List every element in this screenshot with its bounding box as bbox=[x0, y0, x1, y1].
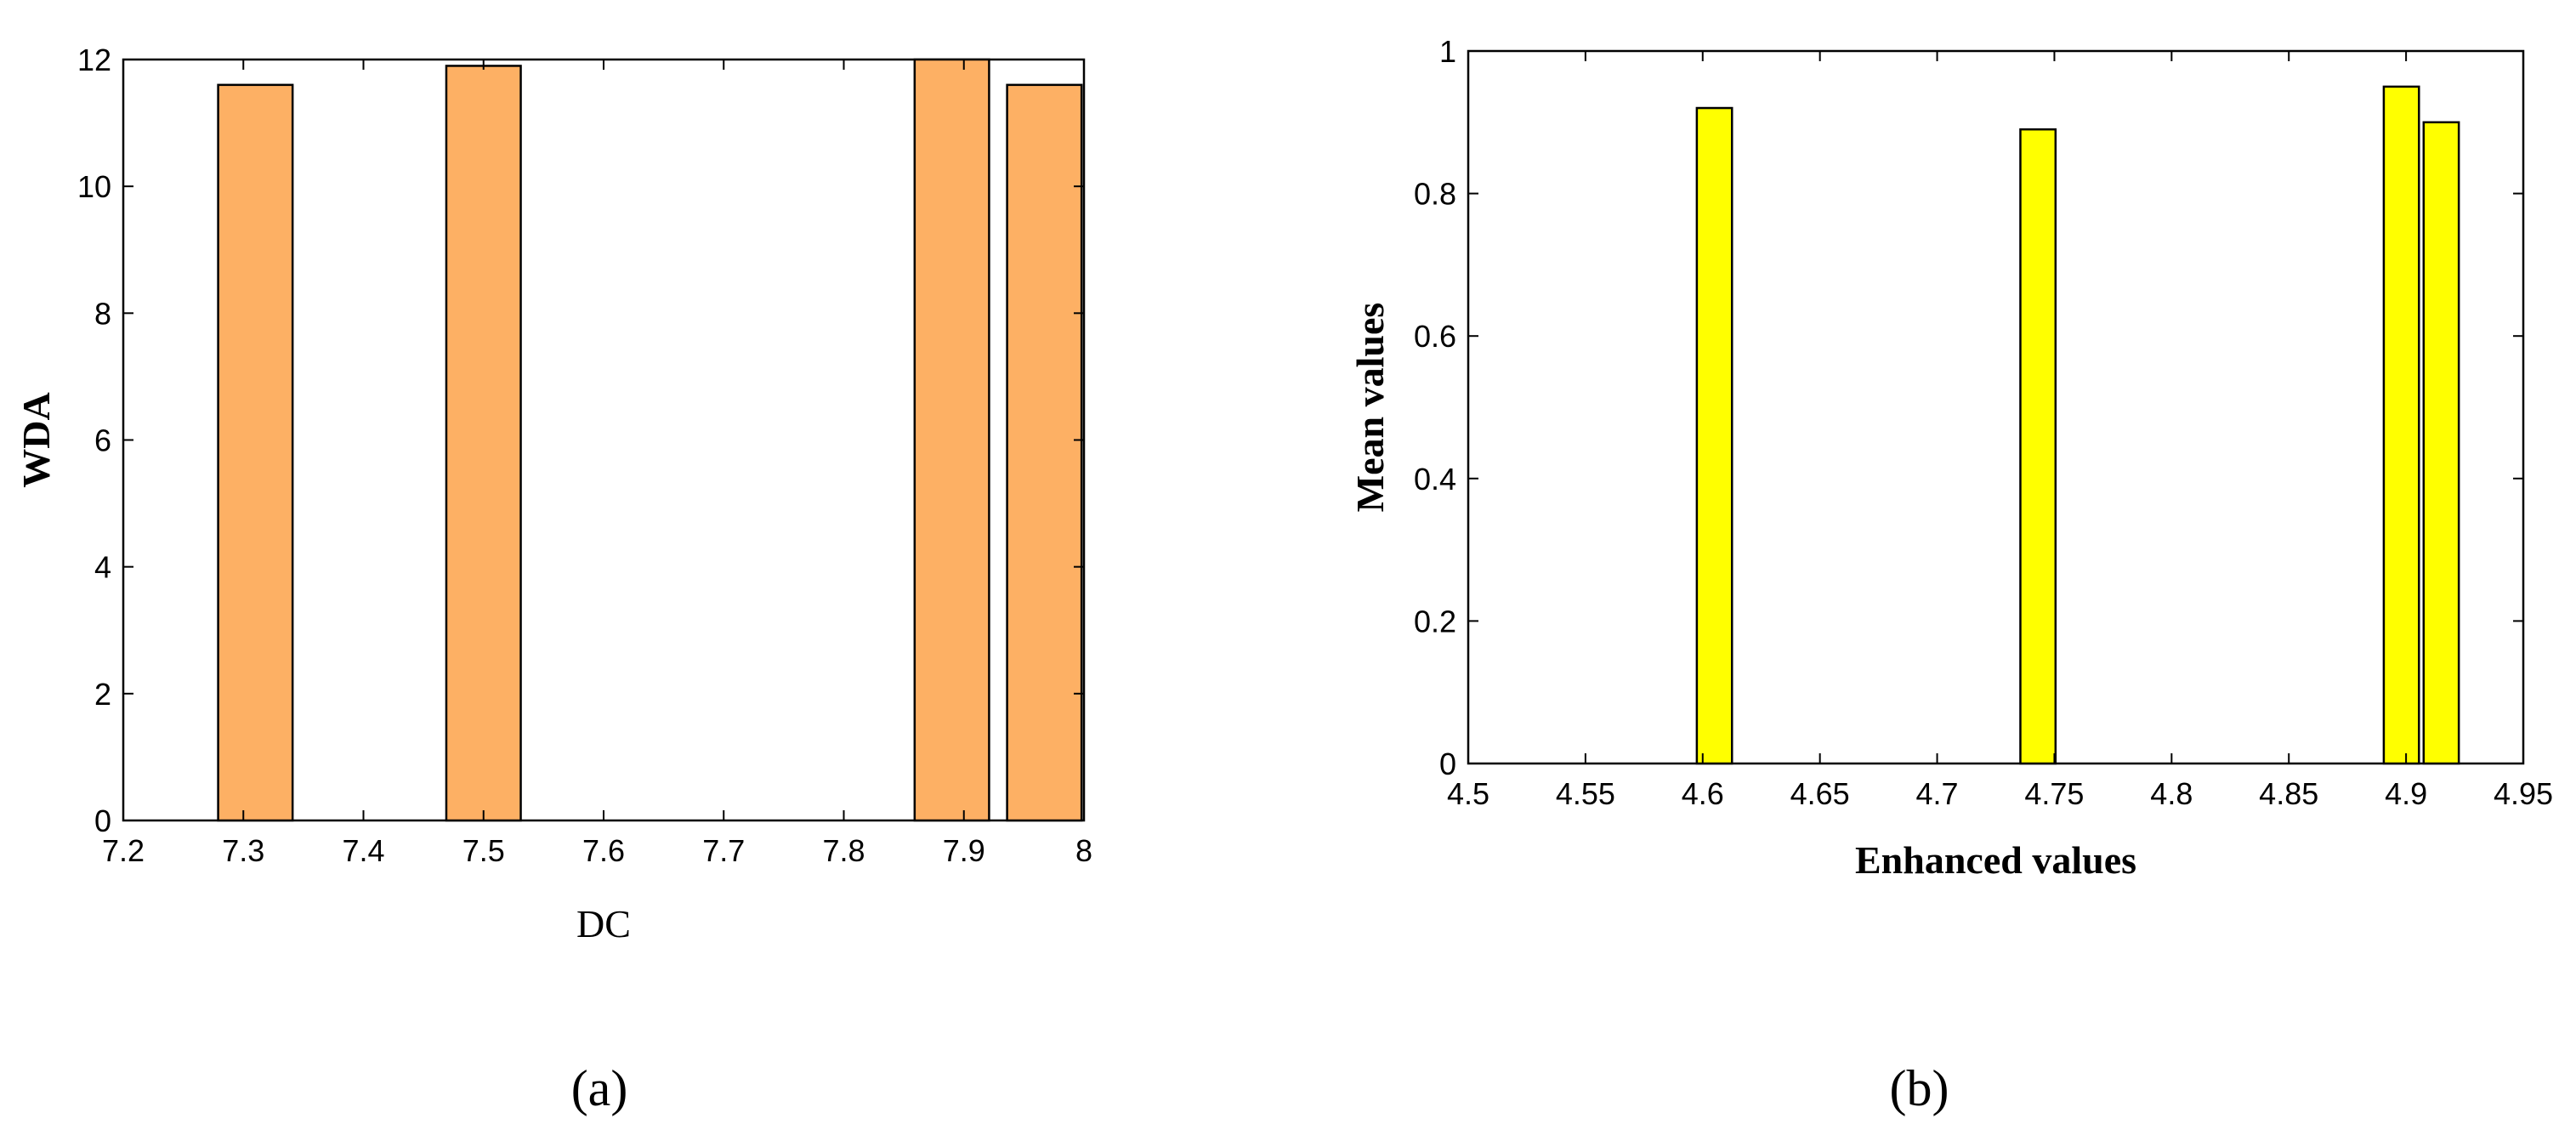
y-tick-label: 0.2 bbox=[1414, 604, 1456, 639]
x-tick-label: 7.4 bbox=[342, 833, 384, 868]
bar bbox=[445, 65, 522, 822]
y-tick-label: 0 bbox=[1439, 746, 1456, 781]
x-tick-label: 4.95 bbox=[2494, 776, 2553, 811]
y-tick-label: 0 bbox=[94, 803, 111, 838]
x-tick-label: 7.6 bbox=[582, 833, 625, 868]
bar bbox=[1695, 106, 1733, 765]
x-tick-label: 8 bbox=[1075, 833, 1092, 868]
y-tick-label: 6 bbox=[94, 423, 111, 458]
x-tick-label: 4.65 bbox=[1790, 776, 1850, 811]
x-axis-title: Enhanced values bbox=[1855, 838, 2136, 882]
panel-label: (a) bbox=[571, 1060, 628, 1116]
y-tick-label: 1 bbox=[1439, 34, 1456, 69]
x-tick-label: 4.85 bbox=[2259, 776, 2318, 811]
x-tick-label: 7.9 bbox=[943, 833, 985, 868]
x-tick-label: 7.8 bbox=[822, 833, 865, 868]
x-tick-label: 4.6 bbox=[1682, 776, 1724, 811]
y-tick-label: 2 bbox=[94, 677, 111, 712]
y-tick-label: 8 bbox=[94, 296, 111, 331]
bar bbox=[2422, 121, 2460, 765]
x-tick-label: 7.7 bbox=[702, 833, 745, 868]
y-axis-title: WDA bbox=[14, 392, 58, 487]
y-axis-title: Mean values bbox=[1348, 303, 1392, 513]
y-tick-label: 0.6 bbox=[1414, 319, 1456, 354]
bar bbox=[913, 58, 990, 822]
x-tick-label: 7.2 bbox=[102, 833, 145, 868]
x-tick-label: 7.5 bbox=[462, 833, 505, 868]
y-tick-label: 12 bbox=[77, 43, 111, 77]
bar bbox=[217, 83, 294, 822]
x-tick-label: 4.7 bbox=[1916, 776, 1959, 811]
bar bbox=[2382, 85, 2420, 765]
x-tick-label: 4.75 bbox=[2024, 776, 2084, 811]
y-tick-label: 0.8 bbox=[1414, 177, 1456, 212]
y-tick-label: 0.4 bbox=[1414, 462, 1456, 497]
plot-area bbox=[1467, 49, 2525, 765]
panel-label: (b) bbox=[1890, 1060, 1949, 1116]
y-tick-label: 4 bbox=[94, 550, 111, 585]
x-tick-label: 4.55 bbox=[1556, 776, 1615, 811]
x-tick-label: 4.5 bbox=[1447, 776, 1489, 811]
x-tick-label: 7.3 bbox=[222, 833, 264, 868]
x-tick-label: 4.9 bbox=[2385, 776, 2427, 811]
chart-panel-a: 7.2 7.3 7.4 7.5 7.6 7.7 7.8 7.9 8 0 2 4 6 8 10 12 DC WDA (… bbox=[14, 43, 1092, 1116]
y-tick-label: 10 bbox=[77, 169, 111, 204]
bar bbox=[2019, 128, 2057, 765]
x-axis-title: DC bbox=[576, 902, 631, 945]
bar bbox=[1006, 83, 1083, 822]
chart-panel-b: 4.5 4.55 4.6 4.65 4.7 4.75 4.8 4.85 4.9 4.95 0 0.2 0… bbox=[1348, 34, 2553, 1116]
x-tick-label: 4.8 bbox=[2150, 776, 2193, 811]
